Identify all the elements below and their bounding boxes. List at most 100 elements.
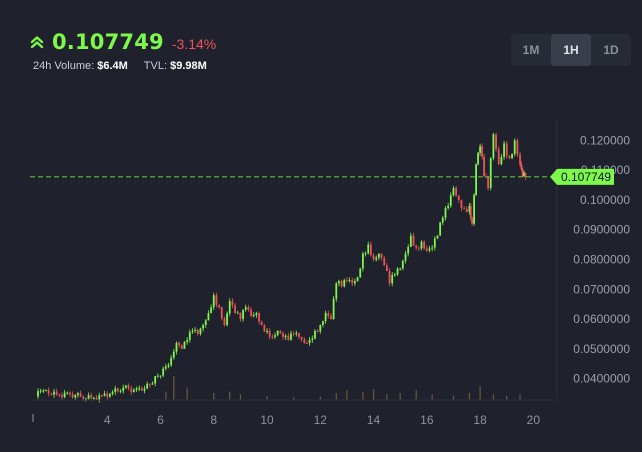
candle-body [471, 218, 474, 224]
candle-body [183, 341, 186, 349]
candle-body [412, 235, 415, 246]
candle-body [162, 368, 165, 376]
candle-body [385, 265, 388, 271]
candle-body [359, 268, 362, 278]
candle-body [423, 241, 426, 249]
candle-body [55, 391, 58, 395]
candle-body [399, 268, 402, 270]
candle-body [465, 208, 468, 212]
candle-body [53, 391, 55, 395]
candle-body [431, 247, 434, 249]
candle-body [63, 392, 66, 398]
candle-body [338, 281, 340, 284]
y-axis-ticks: 0.0400000 0.0500000 0.0600000 0.0700000 0.08… [573, 133, 630, 385]
candle-body [284, 335, 287, 337]
candle-body [226, 313, 228, 326]
candle-body [439, 222, 442, 236]
x-tick-label: 6 [157, 413, 164, 427]
candle-body [447, 205, 450, 208]
candle-body [444, 207, 447, 218]
candle-body [322, 321, 324, 326]
candle-body [351, 280, 354, 284]
candle-body [455, 188, 458, 196]
tvl-stat: TVL: $9.98M [144, 60, 207, 72]
candle-body [79, 393, 82, 397]
candle-body [346, 279, 348, 281]
candle-body [463, 208, 466, 210]
volume-bar [319, 396, 321, 400]
candle-body [497, 149, 500, 165]
candle-body [356, 277, 359, 282]
candle-body [452, 188, 455, 196]
candle-body [330, 316, 332, 320]
candle-body [85, 398, 87, 400]
candle-body [372, 255, 375, 260]
volume-bar [229, 391, 231, 400]
candle-body [475, 164, 477, 195]
candle-body [250, 309, 252, 317]
candle-body [37, 391, 39, 397]
candle-body [175, 342, 178, 352]
candle-body [74, 395, 77, 398]
volume-label: 24h Volume: [33, 60, 95, 72]
volume-bar [335, 393, 337, 400]
candle-body [383, 257, 386, 266]
market-stats: 24h Volume: $6.4M TVL: $9.98M [33, 60, 207, 72]
candle-body [58, 394, 61, 396]
candle-body [401, 260, 404, 269]
last-price-tag: 0.107749 [550, 168, 614, 185]
x-tick-label: 20 [527, 413, 541, 427]
candle-body [377, 253, 380, 258]
candle-body [234, 305, 236, 314]
y-tick-label: 0.0700000 [573, 282, 630, 296]
tvl-value: $9.98M [170, 60, 207, 72]
candle-body [298, 332, 300, 337]
y-tick-label: 0.0500000 [573, 342, 630, 356]
candle-body [503, 143, 505, 157]
candle-body [404, 253, 407, 261]
timeframe-1d-button[interactable]: 1D [603, 43, 619, 57]
candle-body [212, 295, 215, 308]
candle-body [111, 392, 114, 394]
candle-body [101, 395, 103, 397]
candle-body [156, 375, 159, 377]
candle-body [436, 235, 439, 239]
timeframe-1h-button[interactable]: 1H [551, 34, 591, 66]
volume-bar [165, 391, 167, 400]
candle-body [324, 313, 327, 322]
current-price: 0.107749 [52, 30, 164, 54]
candle-body [367, 244, 370, 254]
y-tick-label: 0.0800000 [573, 252, 630, 266]
volume-value: $6.4M [97, 60, 128, 72]
candle-body [393, 274, 396, 276]
candle-body [180, 345, 183, 349]
timeframe-1m-button[interactable]: 1M [522, 43, 540, 57]
volume-bar [431, 394, 433, 400]
candle-body [375, 257, 378, 260]
volume-bar [468, 393, 471, 400]
volume-bar [346, 390, 348, 400]
candle-body [178, 342, 181, 346]
candle-body [138, 388, 141, 390]
last-price-tag-shape [550, 168, 614, 185]
candle-body [220, 307, 223, 319]
candle-body [290, 333, 292, 340]
candle-body [186, 339, 189, 342]
candle-body [292, 333, 295, 335]
price-change: -3.14% [171, 36, 217, 52]
candle-body [473, 194, 475, 224]
candle-body [119, 390, 122, 392]
candle-body [276, 330, 279, 336]
candle-body [274, 335, 276, 337]
candle-body [132, 389, 135, 393]
candle-body [441, 217, 444, 223]
candle-body [266, 330, 268, 332]
candle-body [252, 314, 255, 317]
candle-body [282, 332, 284, 337]
candle-body [295, 332, 298, 334]
candle-body [521, 169, 524, 177]
candle-body [114, 388, 117, 393]
candle-body [300, 336, 303, 340]
